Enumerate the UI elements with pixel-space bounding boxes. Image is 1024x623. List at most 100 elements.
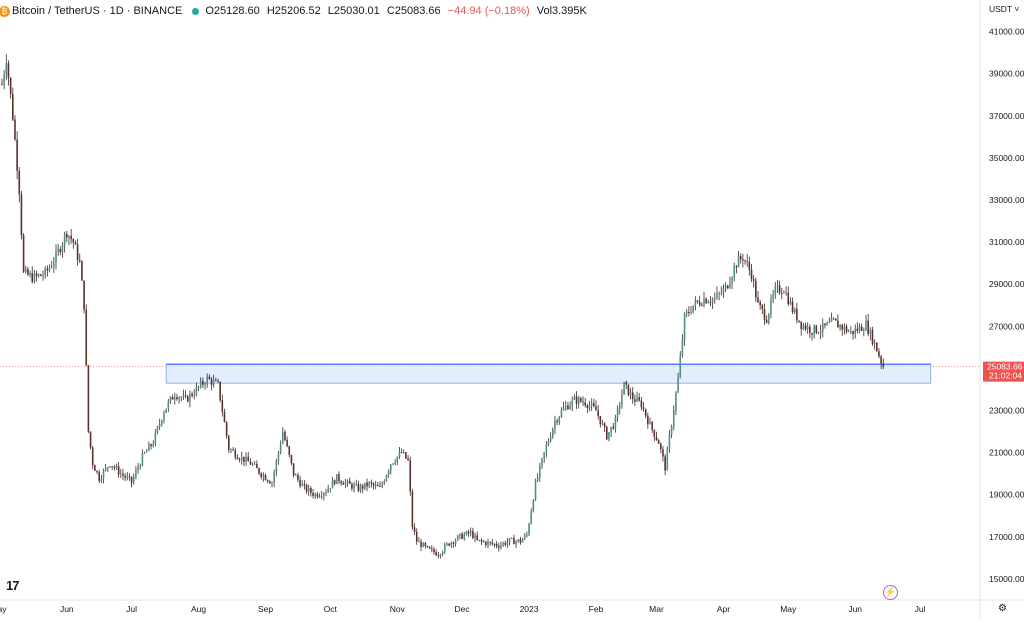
candle-body: [161, 420, 163, 424]
candle-body: [55, 251, 57, 263]
candle-body: [344, 482, 347, 485]
x-tick-label: Mar: [649, 604, 664, 614]
candle-body: [562, 407, 565, 411]
candle-body: [137, 467, 139, 471]
candle-body: [33, 273, 36, 282]
candle-body: [361, 485, 364, 489]
candle-body: [614, 416, 617, 429]
candle-body: [534, 480, 537, 501]
candle-body: [314, 494, 316, 496]
candle-body: [124, 475, 126, 478]
candle-body: [748, 262, 751, 270]
candle-body: [539, 465, 541, 477]
candle-body: [37, 274, 40, 276]
candle-body: [752, 279, 755, 281]
candle-body: [638, 397, 640, 401]
candle-body: [809, 326, 811, 334]
candle-body: [303, 483, 306, 486]
candle-body: [463, 534, 466, 539]
lightning-icon[interactable]: ⚡: [883, 585, 898, 600]
candle-body: [72, 239, 75, 243]
candle-body: [372, 483, 375, 486]
candle-body: [48, 267, 51, 271]
candle-body: [815, 325, 818, 333]
candle-body: [871, 329, 874, 344]
candle-body: [744, 260, 746, 262]
candle-body: [837, 320, 839, 328]
gear-icon[interactable]: ⚙: [998, 603, 1007, 614]
candle-body: [260, 473, 262, 478]
y-tick-label: 21000.00: [989, 448, 1024, 458]
candle-body: [284, 431, 286, 441]
candle-body: [424, 543, 427, 547]
candle-body: [709, 302, 712, 304]
candle-body: [163, 412, 165, 421]
candle-body: [234, 450, 237, 458]
candle-body: [819, 331, 822, 333]
candle-body: [437, 555, 440, 557]
candle-body: [793, 308, 796, 313]
candle-body: [96, 470, 98, 473]
candle-body: [577, 397, 580, 404]
candle-body: [279, 443, 282, 453]
candle-body: [683, 313, 686, 340]
y-tick-label: 17000.00: [989, 532, 1024, 542]
candle-body: [677, 377, 679, 393]
candle-body: [487, 541, 489, 546]
candle-body: [593, 403, 595, 407]
candle-body: [720, 292, 723, 294]
candle-body: [783, 292, 785, 294]
candle-body: [739, 256, 742, 260]
symbol-title[interactable]: Bitcoin / TetherUS · 1D · BINANCE: [12, 5, 183, 17]
candle-body: [629, 392, 632, 396]
candle-body: [569, 405, 571, 410]
candle-body: [374, 484, 377, 486]
candle-body: [81, 261, 83, 281]
candle-body: [441, 551, 444, 555]
candle-body: [70, 235, 72, 240]
x-tick-label: Jun: [848, 604, 862, 614]
candle-body: [774, 285, 777, 295]
candle-body: [57, 248, 59, 252]
candle-body: [549, 436, 552, 442]
candle-body: [202, 381, 204, 385]
candle-body: [400, 452, 403, 453]
candle-body: [68, 235, 70, 238]
candle-body: [467, 531, 470, 534]
candle-body: [251, 464, 254, 466]
candle-body: [5, 63, 8, 75]
candle-body: [14, 119, 16, 140]
candle-body: [519, 539, 522, 543]
candle-body: [560, 410, 563, 417]
candle-body: [368, 482, 370, 487]
candle-body: [750, 269, 753, 280]
candle-body: [768, 313, 770, 323]
candle-body: [91, 447, 94, 466]
candle-body: [731, 277, 733, 284]
candle-body: [61, 245, 64, 253]
candle-body: [824, 323, 826, 326]
candle-body: [584, 402, 586, 406]
candle-body: [29, 273, 31, 275]
candle-body: [469, 530, 472, 534]
candle-body: [543, 452, 545, 459]
candle-body: [42, 275, 44, 277]
currency-selector[interactable]: USDT ˅: [989, 4, 1020, 14]
candle-body: [802, 325, 805, 329]
symbol-header: ₿ Bitcoin / TetherUS · 1D · BINANCE O251…: [0, 2, 591, 20]
candle-body: [323, 493, 325, 496]
candle-body: [27, 269, 29, 275]
candle-body: [191, 393, 193, 396]
candle-body: [789, 301, 792, 305]
candle-body: [355, 484, 358, 485]
y-tick-label: 35000.00: [989, 153, 1024, 163]
candle-body: [502, 542, 504, 546]
candle-body: [299, 479, 301, 487]
candle-body: [528, 523, 530, 535]
candle-body: [621, 394, 623, 406]
candle-body: [582, 401, 584, 403]
candle-body: [508, 538, 511, 543]
candle-body: [415, 532, 418, 542]
